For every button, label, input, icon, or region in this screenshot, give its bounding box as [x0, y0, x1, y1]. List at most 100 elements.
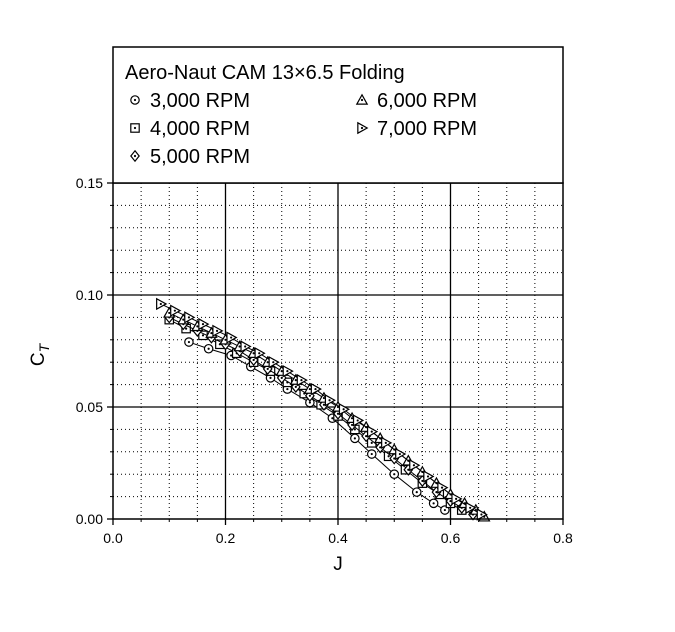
- y-axis-label-sub: T: [36, 342, 52, 352]
- marker-dot: [286, 370, 289, 373]
- series-line: [169, 316, 474, 515]
- data-point: [423, 470, 435, 483]
- data-point: [437, 481, 449, 494]
- y-axis-label: CT: [28, 342, 52, 366]
- legend-entry: 6,000 RPM: [355, 90, 477, 112]
- marker-dot: [322, 403, 326, 406]
- legend-marker: [130, 95, 140, 105]
- data-point: [465, 501, 477, 515]
- data-point: [156, 297, 168, 311]
- marker-dot: [133, 98, 137, 102]
- marker-dot: [421, 479, 424, 483]
- data-point: [395, 447, 407, 461]
- data-point: [212, 324, 224, 338]
- grid-lines: [113, 183, 563, 519]
- marker-dot: [384, 441, 387, 444]
- marker-dot: [370, 441, 373, 444]
- marker-dot: [187, 340, 191, 344]
- marker-dot: [168, 311, 171, 315]
- marker-dot: [201, 323, 205, 326]
- data-point: [366, 425, 379, 438]
- marker-dot: [407, 468, 410, 471]
- data-point: [170, 304, 182, 317]
- x-tick-label: 0.2: [216, 530, 236, 546]
- marker-dot: [353, 428, 356, 431]
- marker-dot: [133, 126, 137, 130]
- y-axis-label-main: C: [28, 352, 49, 366]
- marker-dot: [353, 437, 356, 440]
- x-tick-label: 0.8: [553, 530, 573, 546]
- marker-dot: [393, 457, 396, 460]
- marker-dot: [269, 376, 272, 379]
- marker-dot: [370, 430, 373, 433]
- marker-dot: [387, 455, 390, 458]
- legend: Aero-Naut CAM 13×6.5 Folding 3,000 RPM 4,…: [112, 46, 564, 184]
- data-point: [184, 311, 196, 324]
- y-tick-label: 0.05: [76, 399, 103, 415]
- marker-dot: [133, 154, 137, 158]
- legend-items: 3,000 RPM 4,000 RPM 5,000 RPM 6,000 RPM 7,00…: [130, 90, 477, 168]
- marker-dot: [342, 408, 345, 411]
- marker-dot: [258, 352, 261, 355]
- y-tick-label: 0.10: [76, 287, 103, 303]
- marker-dot: [173, 309, 176, 312]
- marker-dot: [412, 464, 416, 467]
- x-tick-label: 0.4: [328, 530, 348, 546]
- legend-label: 7,000 RPM: [377, 118, 477, 140]
- marker-dot: [435, 491, 438, 494]
- marker-dot: [379, 446, 382, 449]
- x-tick-label: 0.6: [441, 530, 461, 546]
- data-point: [184, 337, 194, 347]
- data-point: [203, 343, 214, 354]
- marker-dot: [336, 412, 340, 415]
- marker-dot: [159, 302, 162, 306]
- legend-entry: 7,000 RPM: [357, 118, 477, 140]
- marker-dot: [443, 508, 446, 512]
- marker-dot: [393, 473, 396, 476]
- marker-dot: [322, 396, 326, 400]
- data-point: [240, 340, 252, 353]
- marker-dot: [449, 499, 452, 503]
- data-point: [451, 492, 463, 506]
- marker-dot: [300, 379, 303, 382]
- marker-dot: [398, 452, 401, 456]
- marker-dot: [365, 435, 368, 438]
- svg-text:CT: CT: [28, 342, 52, 366]
- marker-dot: [294, 385, 297, 388]
- marker-dot: [238, 345, 241, 348]
- marker-dot: [308, 387, 311, 391]
- marker-dot: [360, 126, 364, 130]
- marker-dot: [356, 419, 359, 422]
- data-point: [296, 373, 308, 387]
- legend-marker: [130, 149, 140, 163]
- marker-dot: [328, 399, 331, 402]
- series-3-000-rpm: [184, 337, 450, 515]
- x-tick-label: 0.0: [103, 530, 123, 546]
- legend-label: 3,000 RPM: [150, 90, 250, 112]
- marker-dot: [480, 513, 483, 516]
- data-series: [156, 297, 491, 522]
- marker-dot: [432, 502, 435, 505]
- data-point: [268, 355, 280, 369]
- marker-dot: [314, 387, 317, 391]
- series-7-000-rpm: [156, 297, 488, 521]
- series-line: [188, 341, 446, 511]
- legend-frame: [112, 46, 564, 184]
- marker-dot: [224, 338, 227, 341]
- legend-marker: [357, 121, 369, 135]
- axes: 0.0 0.2 0.4 0.6 0.8 0.00 0.05 0.10 0.15: [76, 175, 573, 546]
- data-point: [254, 347, 266, 360]
- data-point: [409, 459, 421, 472]
- marker-dot: [426, 475, 430, 478]
- marker-dot: [215, 329, 219, 332]
- marker-dot: [230, 336, 233, 339]
- marker-dot: [230, 354, 233, 357]
- marker-dot: [266, 367, 269, 371]
- legend-marker: [130, 123, 140, 133]
- marker-dot: [210, 331, 213, 335]
- marker-dot: [286, 387, 289, 391]
- marker-dot: [185, 327, 188, 330]
- data-point: [389, 469, 400, 479]
- marker-dot: [294, 379, 297, 382]
- marker-dot: [415, 491, 418, 494]
